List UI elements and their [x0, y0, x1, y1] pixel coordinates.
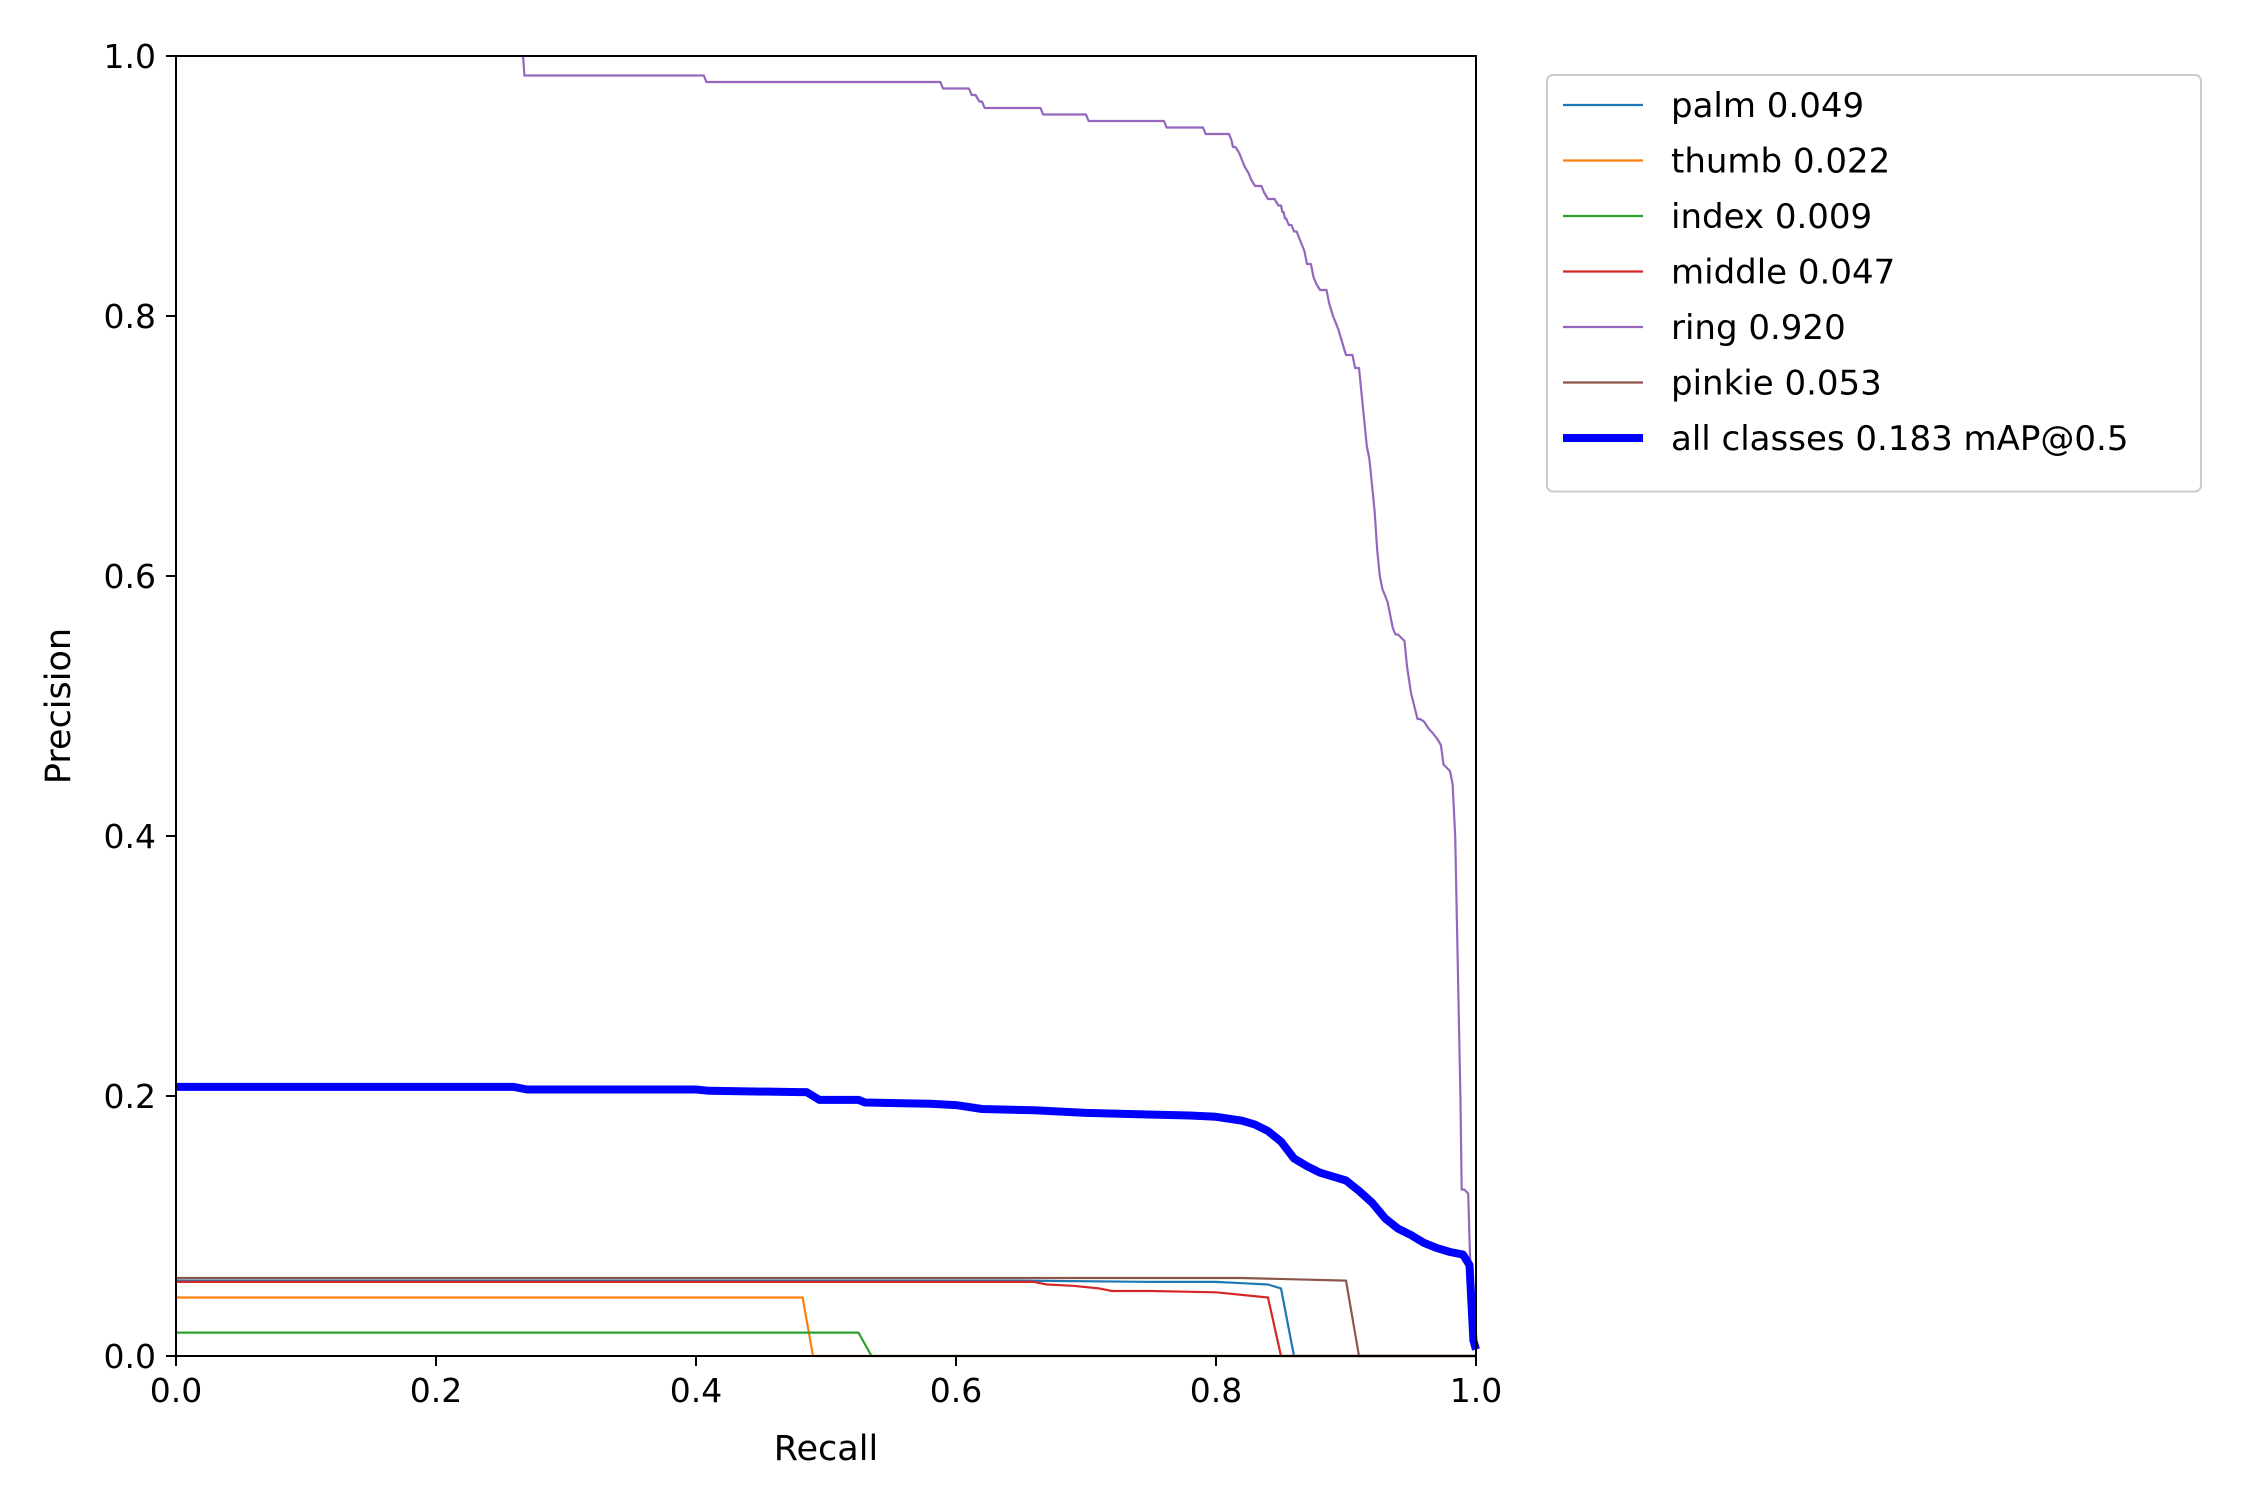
x-tick-label: 0.4 — [670, 1371, 722, 1410]
x-tick-label: 0.2 — [410, 1371, 462, 1410]
series-line-4 — [522, 55, 1478, 1331]
series-line-0 — [176, 1279, 1476, 1358]
legend-label: middle 0.047 — [1671, 253, 1895, 293]
legend-box — [1546, 74, 2202, 493]
y-axis-label: Precision — [39, 628, 79, 784]
x-tick-label: 0.6 — [930, 1371, 982, 1410]
legend-label: pinkie 0.053 — [1671, 364, 1882, 404]
legend-label: index 0.009 — [1671, 197, 1872, 237]
axes-frame — [175, 55, 1477, 1357]
y-tick-label: 0.6 — [104, 557, 156, 596]
y-tick-label: 1.0 — [104, 37, 156, 76]
series-line-6 — [176, 1082, 1480, 1351]
legend-label: palm 0.049 — [1671, 86, 1864, 126]
x-tick-label: 1.0 — [1450, 1371, 1502, 1410]
y-tick-label: 0.2 — [104, 1077, 156, 1116]
y-tick-label: 0.4 — [104, 817, 156, 856]
y-tick-label: 0.0 — [104, 1337, 156, 1376]
series-line-3 — [176, 1280, 1476, 1358]
legend-label: thumb 0.022 — [1671, 142, 1890, 182]
legend-label: all classes 0.183 mAP@0.5 — [1671, 419, 2128, 459]
x-axis-label: Recall — [774, 1429, 878, 1469]
x-tick-label: 0.8 — [1190, 1371, 1242, 1410]
legend-label: ring 0.920 — [1671, 308, 1846, 348]
x-tick-label: 0.0 — [150, 1371, 202, 1410]
y-tick-label: 0.8 — [104, 297, 156, 336]
